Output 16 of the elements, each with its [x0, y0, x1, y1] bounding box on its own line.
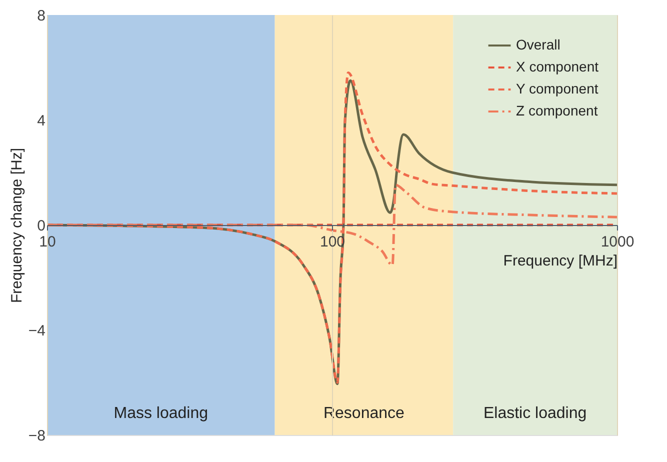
legend-label: Overall — [516, 36, 560, 52]
legend-label: Z component — [516, 102, 598, 118]
y-axis-title: Frequency change [Hz] — [8, 148, 26, 304]
legend-label: X component — [516, 58, 599, 74]
y-tick-label: 0 — [37, 218, 46, 234]
band-label: Resonance — [323, 405, 405, 422]
y-tick-label: 8 — [37, 8, 46, 24]
x-tick-label: 10 — [39, 234, 56, 250]
y-tick-label: 4 — [37, 112, 46, 130]
y-tick-label: −4 — [28, 322, 46, 340]
y-tick-label: −8 — [28, 428, 46, 444]
x-tick-label: 1000 — [600, 234, 634, 250]
x-axis-title: Frequency [MHz] — [503, 252, 618, 270]
band-label: Elastic loading — [483, 405, 587, 422]
legend-label: Y component — [516, 80, 598, 96]
band-label: Mass loading — [114, 405, 208, 422]
